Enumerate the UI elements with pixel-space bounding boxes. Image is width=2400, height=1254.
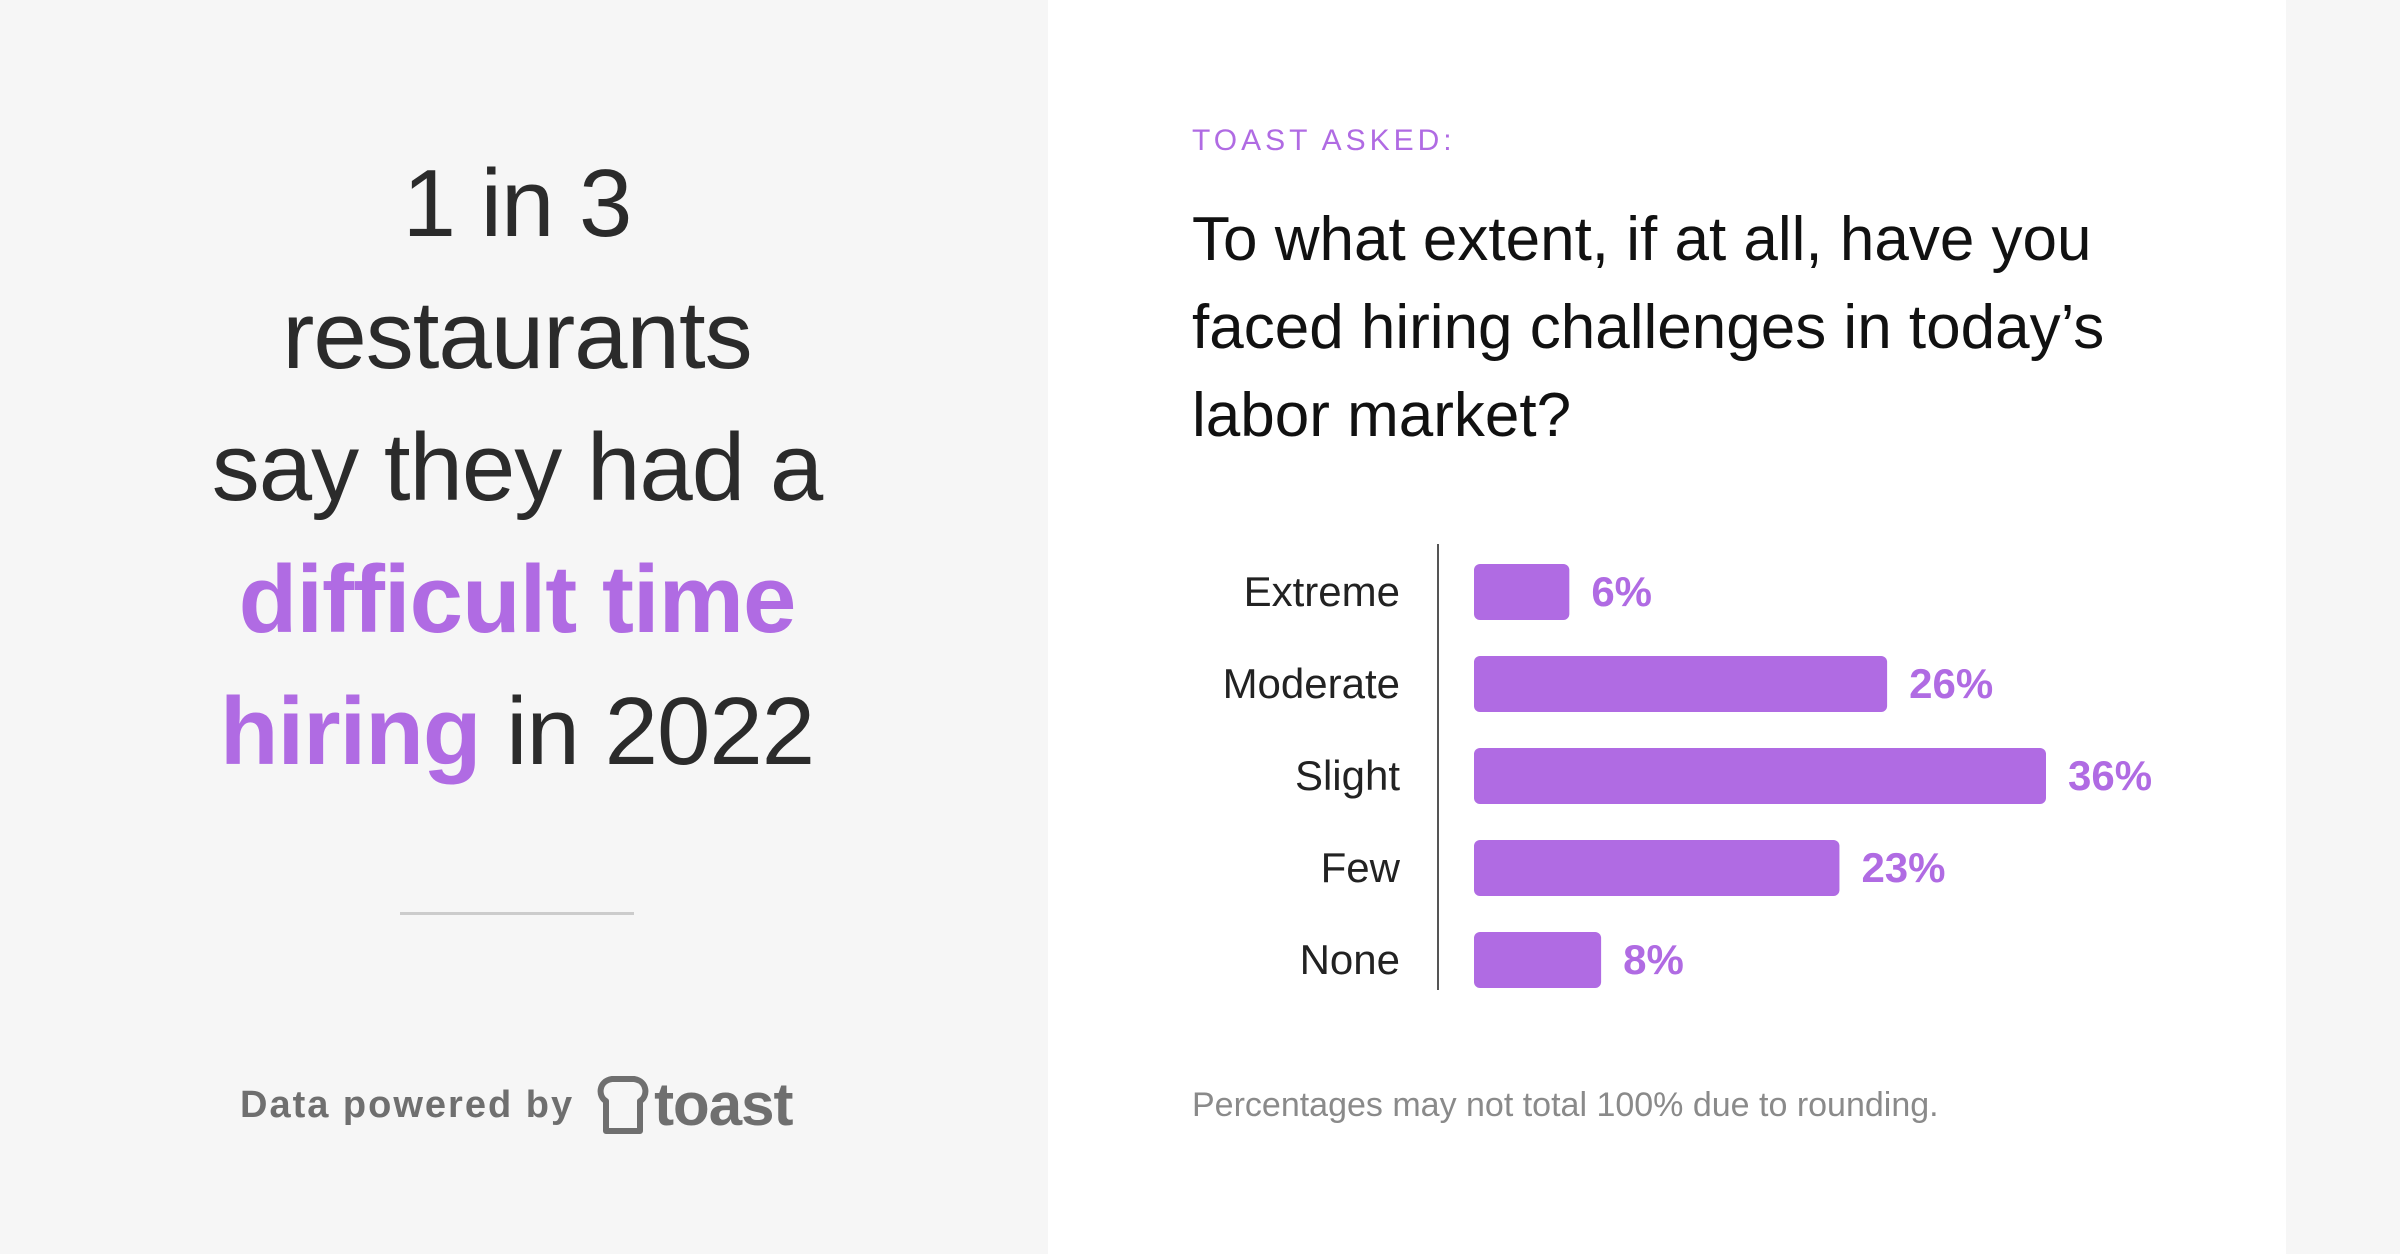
value-label: 8% [1623, 936, 1684, 983]
headline-tail: in 2022 [480, 678, 815, 785]
headline-highlight-2: hiring [219, 678, 482, 785]
headline-panel: 1 in 3 restaurants say they had a diffic… [0, 0, 1048, 1254]
category-label: Slight [1295, 752, 1400, 799]
toast-logo-icon [597, 1076, 649, 1134]
powered-by: Data powered by toast [240, 1070, 793, 1140]
headline-highlight-1: difficult time [238, 546, 797, 653]
asked-label: TOAST ASKED: [1192, 124, 1456, 157]
footnote: Percentages may not total 100% due to ro… [1192, 1086, 1939, 1124]
bar [1474, 932, 1602, 988]
bar-chart: Extreme 6% Moderate 26% Slight 36% Few 23% None 8… [1223, 544, 2152, 990]
headline-line-1: 1 in 3 [402, 150, 633, 257]
divider [400, 912, 634, 915]
powered-by-label: Data powered by [240, 1083, 575, 1126]
toast-logo-text: toast [654, 1071, 793, 1138]
category-label: Moderate [1223, 660, 1400, 707]
category-label: None [1300, 936, 1400, 983]
value-label: 26% [1909, 660, 1993, 707]
headline-line-2: restaurants [282, 282, 752, 389]
bar [1474, 564, 1570, 620]
category-label: Few [1321, 844, 1401, 891]
bar [1474, 748, 2046, 804]
bar [1474, 656, 1888, 712]
value-label: 23% [1861, 844, 1945, 891]
headline: 1 in 3 restaurants say they had a diffic… [0, 138, 1034, 798]
question-text: To what extent, if at all, have you face… [1192, 205, 2105, 450]
value-label: 36% [2068, 752, 2152, 799]
headline-line-3: say they had a [211, 414, 823, 521]
value-label: 6% [1591, 568, 1652, 615]
survey-panel: TOAST ASKED: To what extent, if at all, … [1048, 0, 2286, 1254]
bar [1474, 840, 1840, 896]
category-label: Extreme [1244, 568, 1400, 615]
headline-line-5: hiring in 2022 [0, 666, 1034, 798]
